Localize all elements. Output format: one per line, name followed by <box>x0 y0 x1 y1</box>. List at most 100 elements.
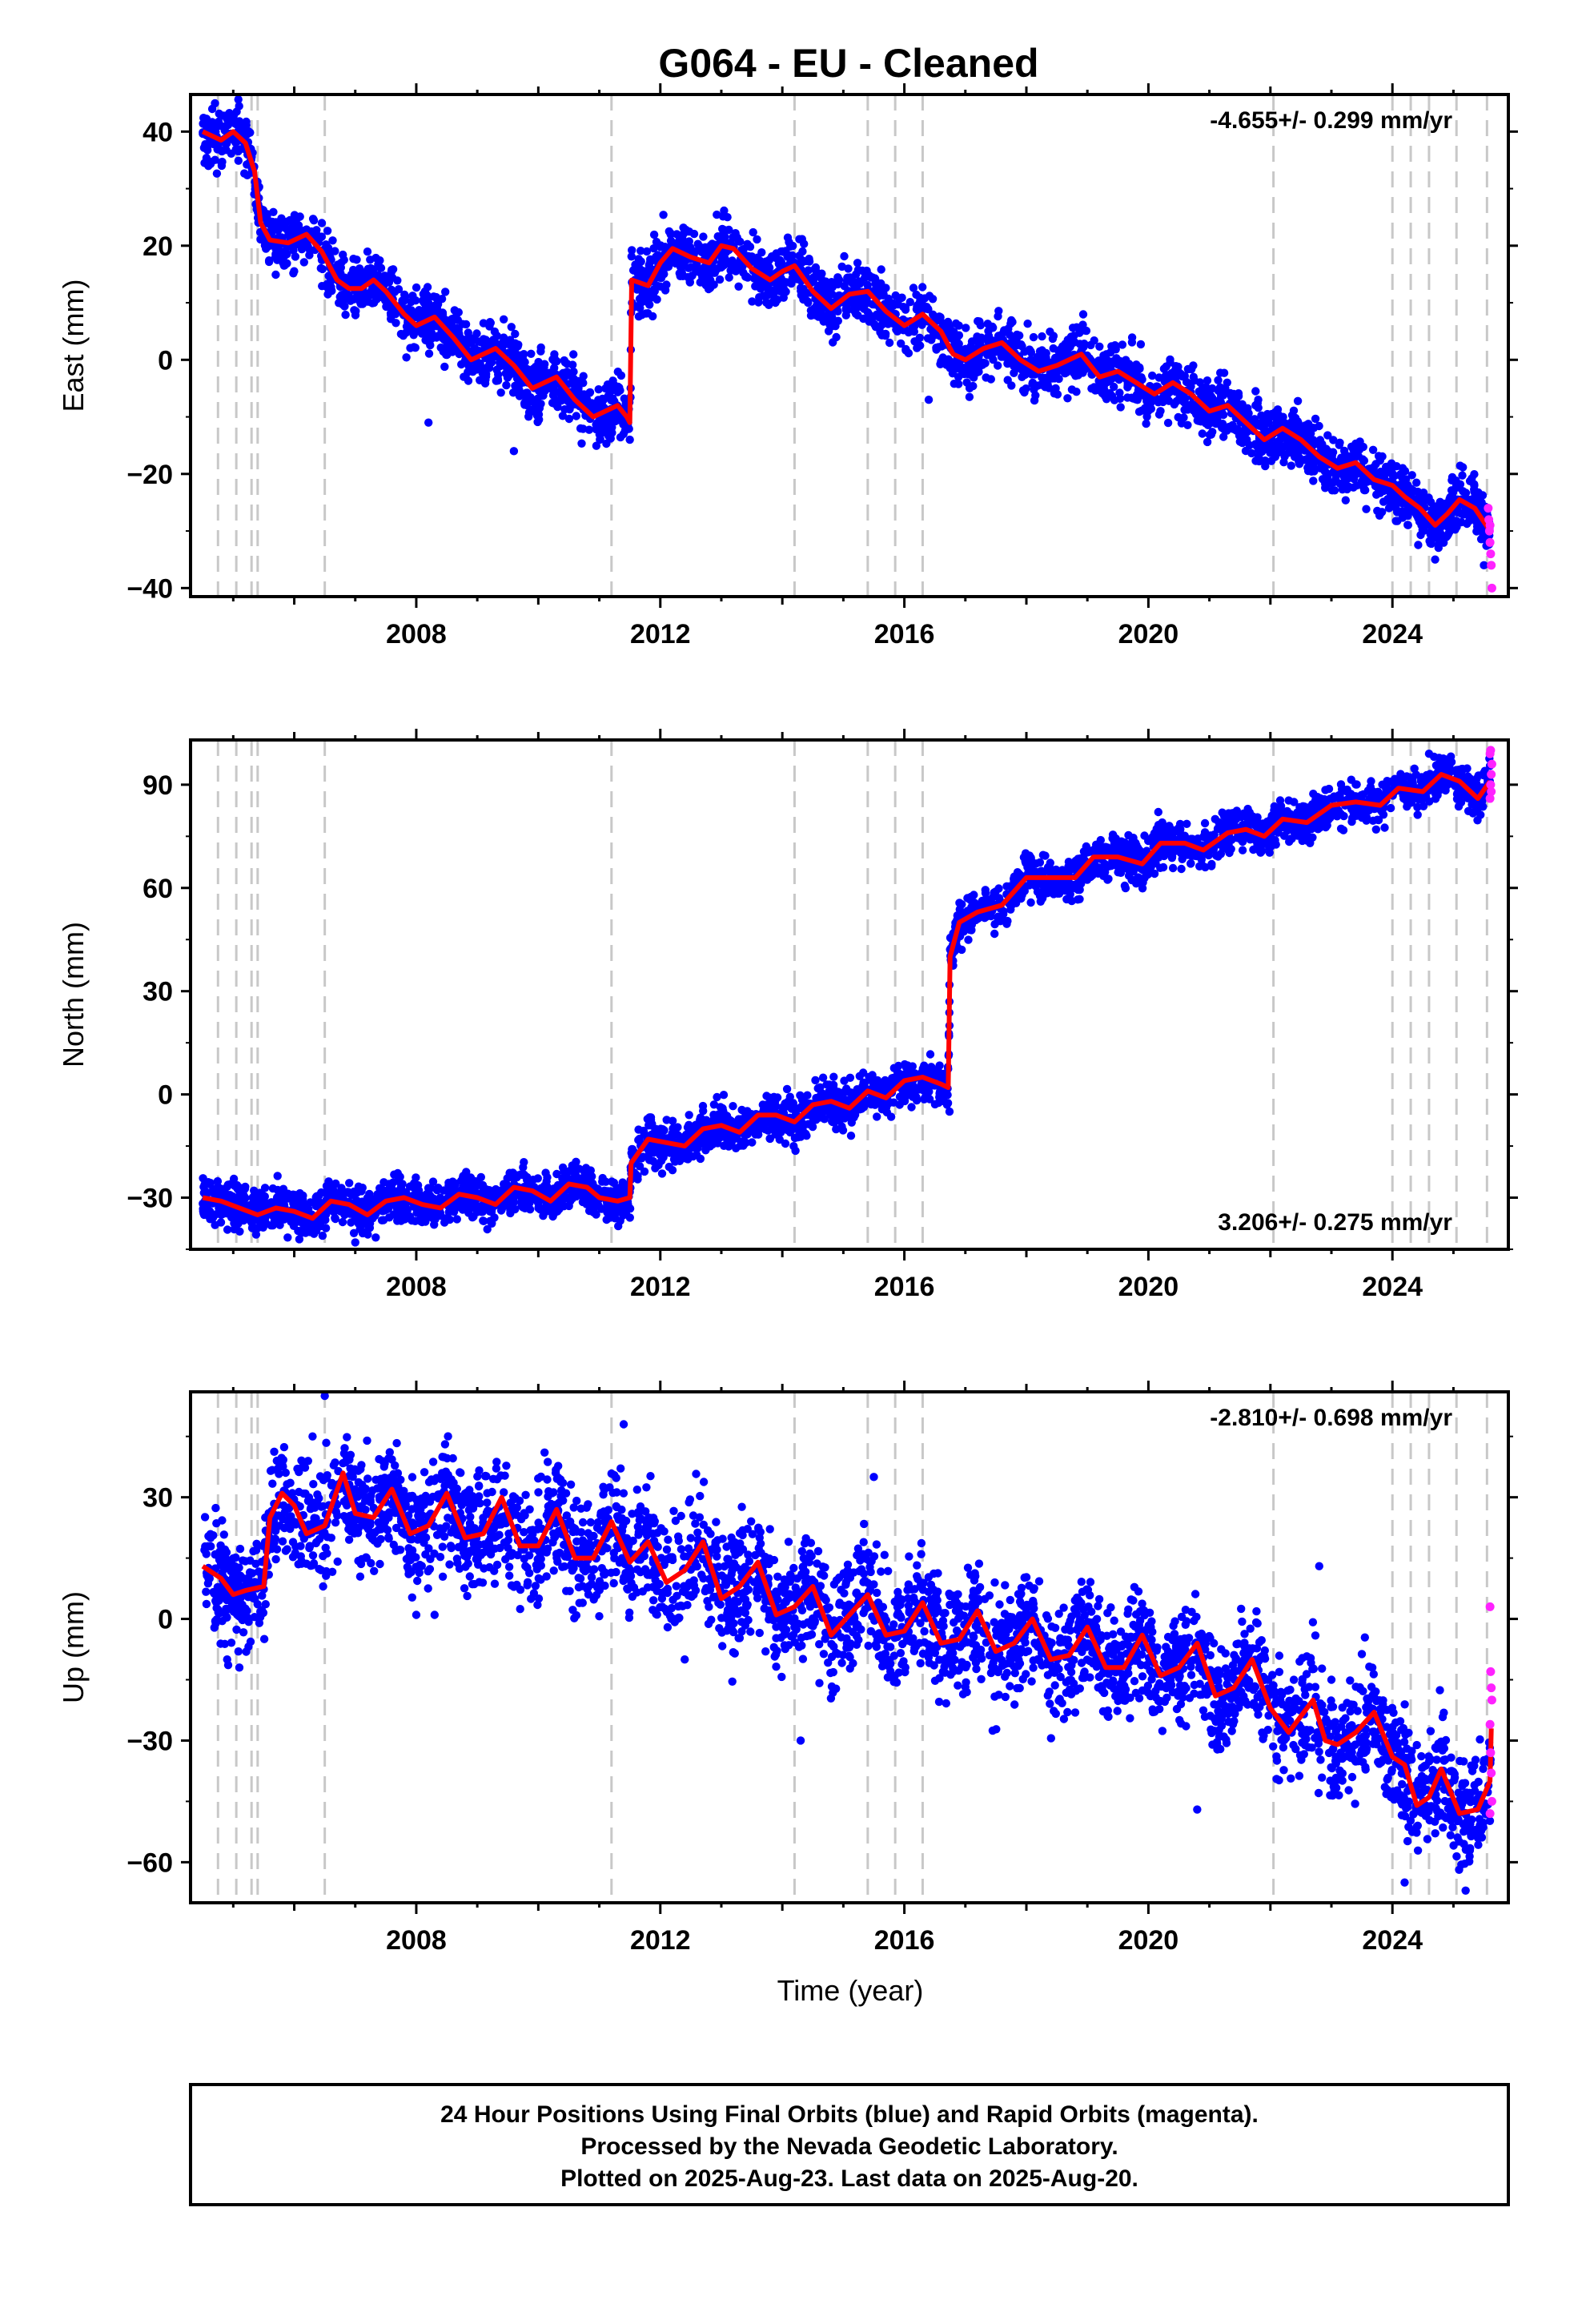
data-point <box>564 414 574 424</box>
data-point <box>1271 452 1280 461</box>
data-point <box>970 357 978 366</box>
data-point <box>1261 461 1270 471</box>
data-point <box>486 319 495 328</box>
data-point <box>638 271 648 280</box>
data-point <box>753 235 761 244</box>
data-point <box>1309 424 1319 432</box>
rapid-orbit-point <box>1487 561 1496 570</box>
data-point <box>915 333 925 342</box>
data-point <box>652 295 661 304</box>
data-point <box>306 247 315 255</box>
data-point <box>823 285 832 294</box>
data-point <box>275 221 283 230</box>
data-point <box>797 235 806 243</box>
data-point <box>777 247 785 256</box>
data-point <box>1167 854 1177 862</box>
data-point <box>371 1233 380 1242</box>
data-point <box>498 338 507 348</box>
data-point <box>1030 396 1039 405</box>
data-point <box>1112 354 1121 363</box>
plot-area <box>199 94 1496 597</box>
data-point <box>748 1138 757 1147</box>
data-point <box>1346 452 1355 461</box>
data-point <box>596 435 604 444</box>
data-point <box>1372 490 1381 499</box>
data-point <box>757 248 766 257</box>
data-point <box>937 357 946 366</box>
data-point <box>318 282 327 291</box>
data-point <box>936 312 945 322</box>
data-point <box>1218 808 1227 817</box>
data-point <box>1203 388 1213 397</box>
data-point <box>636 247 645 255</box>
y-tick-label: −20 <box>126 460 173 490</box>
data-point <box>965 392 974 401</box>
data-point <box>598 394 607 404</box>
data-point <box>1347 442 1356 451</box>
data-point <box>1021 370 1030 380</box>
data-point <box>283 259 291 268</box>
data-point <box>528 372 537 382</box>
data-point <box>768 286 777 296</box>
data-point <box>1170 368 1179 377</box>
data-point <box>799 295 808 304</box>
data-point <box>506 336 515 344</box>
data-point <box>450 306 459 315</box>
data-point <box>907 1103 916 1112</box>
data-point <box>1470 470 1479 479</box>
data-point <box>1064 340 1074 350</box>
data-point <box>1075 340 1085 348</box>
data-point <box>354 292 363 301</box>
data-point <box>324 285 333 294</box>
data-point <box>1254 404 1263 412</box>
data-point <box>317 219 327 227</box>
data-point <box>1238 846 1247 854</box>
data-point <box>742 272 751 281</box>
data-point <box>494 370 503 379</box>
data-point <box>1219 368 1229 377</box>
data-point <box>366 255 375 264</box>
data-point <box>275 245 283 255</box>
data-point <box>1099 376 1108 386</box>
data-point <box>901 305 910 314</box>
data-point <box>749 274 759 283</box>
data-point <box>1412 478 1421 487</box>
data-point <box>810 264 819 274</box>
data-point <box>211 99 219 108</box>
data-point <box>1359 474 1368 483</box>
outlier-point <box>1254 395 1263 404</box>
data-point <box>1329 436 1338 444</box>
data-point <box>649 244 658 253</box>
data-point <box>331 1213 339 1223</box>
data-point <box>1465 476 1475 485</box>
data-point <box>829 1072 838 1081</box>
data-point <box>1347 472 1356 480</box>
data-point <box>491 352 500 361</box>
data-point <box>1382 463 1391 472</box>
data-point <box>804 1120 813 1128</box>
data-point <box>634 312 644 321</box>
data-point <box>1106 362 1115 371</box>
data-point <box>897 293 905 303</box>
data-point <box>371 286 380 295</box>
data-point <box>932 344 941 352</box>
data-point <box>849 278 858 287</box>
data-point <box>1407 471 1416 480</box>
data-point <box>1287 411 1297 420</box>
data-point <box>326 277 335 286</box>
data-point <box>1476 535 1486 544</box>
data-point <box>1049 344 1058 353</box>
data-point <box>500 315 508 324</box>
data-point <box>994 307 1003 316</box>
data-point <box>1142 393 1150 402</box>
data-point <box>685 277 694 286</box>
data-point <box>534 364 544 372</box>
data-point <box>1086 340 1095 350</box>
data-point <box>1146 404 1156 413</box>
data-point <box>338 298 347 308</box>
data-point <box>809 277 817 286</box>
data-point <box>1080 326 1090 335</box>
data-point <box>1110 382 1118 392</box>
data-point <box>386 309 396 318</box>
